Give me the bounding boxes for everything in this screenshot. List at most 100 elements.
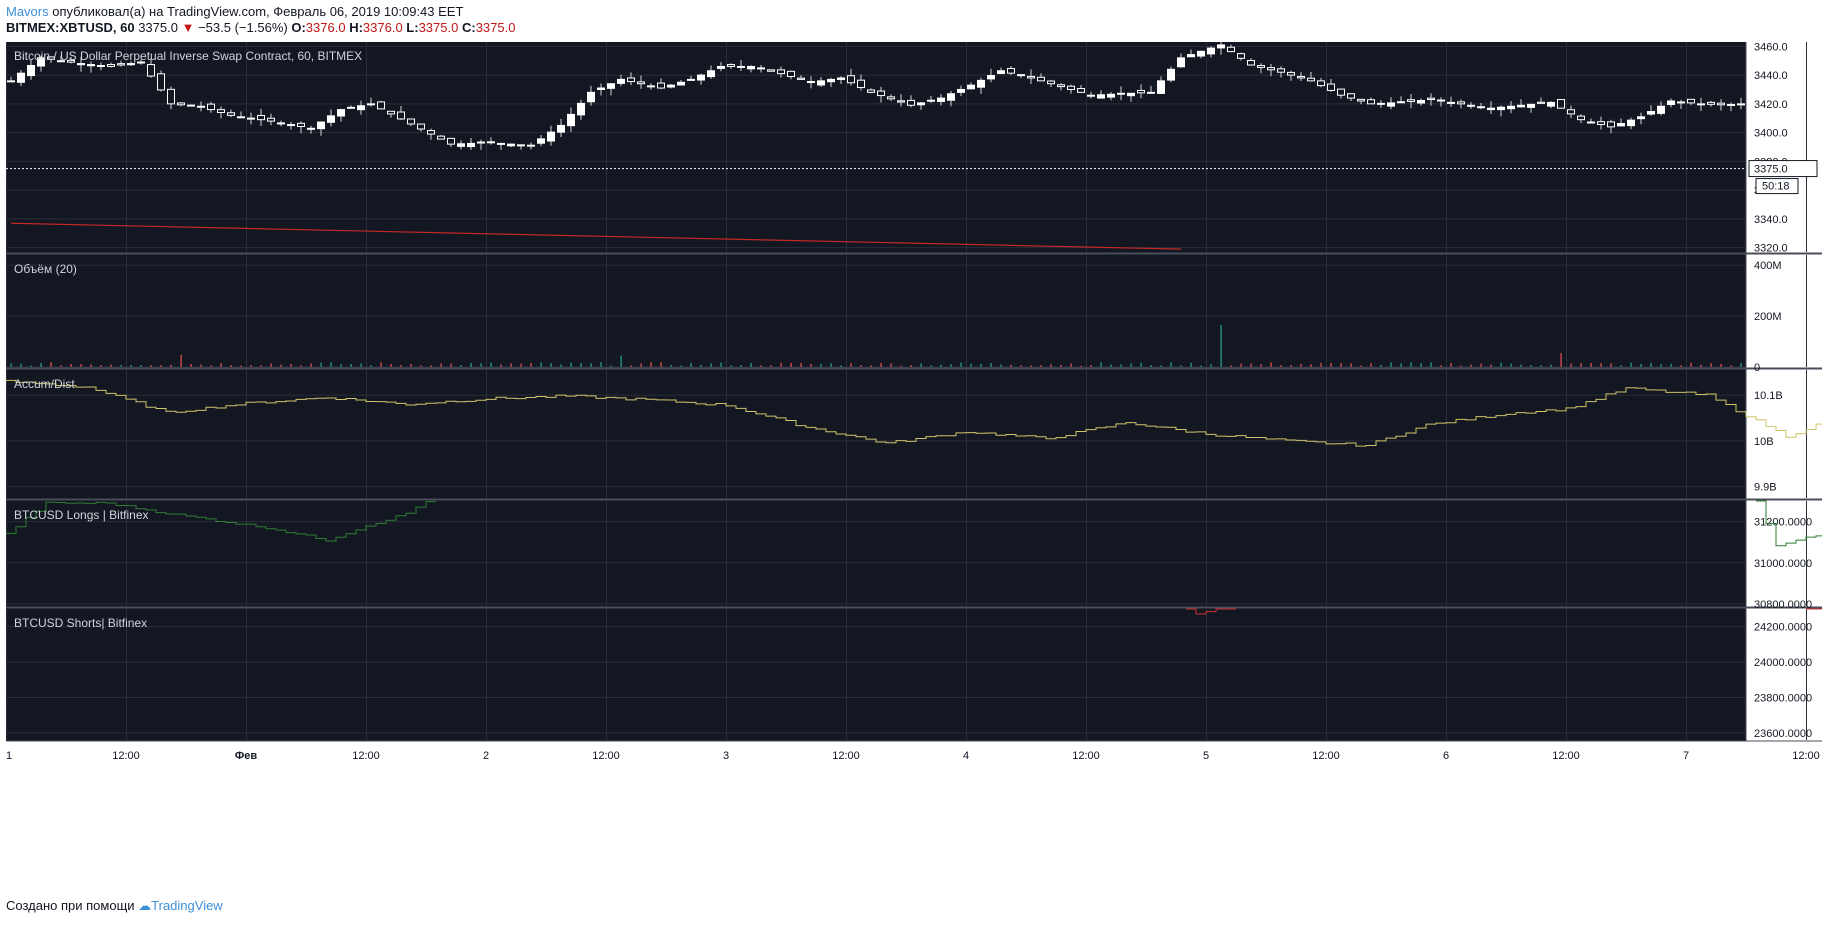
candle-body — [727, 64, 735, 67]
candle-body — [1417, 99, 1425, 104]
volume-bar — [1740, 362, 1742, 367]
volume-bar — [520, 363, 522, 367]
volume-bar — [70, 364, 72, 367]
candle-body — [197, 105, 205, 108]
volume-bar — [810, 364, 812, 367]
candle-body — [37, 57, 45, 67]
volume-bar — [1040, 365, 1042, 367]
price-tick-label: 400M — [1754, 260, 1782, 272]
author-link[interactable]: Mavors — [6, 4, 49, 19]
candle-body — [1537, 101, 1545, 104]
candle-body — [1177, 57, 1185, 68]
time-axis-background — [6, 741, 1822, 888]
last-price-badge — [1748, 160, 1818, 178]
volume-bar — [470, 362, 472, 367]
tradingview-brand[interactable]: TradingView — [151, 898, 223, 913]
candle-body — [1457, 101, 1465, 105]
candle-body — [1287, 71, 1295, 76]
candle-body — [1567, 109, 1575, 115]
candle-body — [1547, 101, 1555, 107]
candle-body — [1197, 50, 1205, 57]
volume-bar — [1210, 364, 1212, 367]
volume-bar — [490, 362, 492, 367]
candle-body — [1527, 103, 1535, 108]
candle-body — [27, 64, 35, 77]
footer-text: Создано при помощи — [6, 898, 135, 913]
candle-body — [1007, 68, 1015, 74]
candle-body — [967, 84, 975, 90]
countdown-badge-text: 50:18 — [1762, 181, 1790, 193]
candle-body — [857, 79, 865, 89]
symbol-label: BITMEX:XBTUSD, 60 — [6, 20, 135, 35]
volume-bar — [1250, 363, 1252, 367]
volume-bar — [350, 363, 352, 367]
volume-bar — [280, 364, 282, 367]
chart-area[interactable]: 1 12:00 Фев 12:00 2 12:00 3 12:00 4 12:00 5 12:00 6 1… — [6, 41, 1828, 893]
volume-bar — [980, 363, 982, 367]
price-tick-label: 23600.0000 — [1754, 728, 1812, 740]
volume-bar — [260, 365, 262, 367]
volume-bar — [1280, 365, 1282, 367]
low-value: 3375.0 — [418, 20, 459, 35]
candle-body — [527, 144, 535, 147]
candle-body — [1127, 92, 1135, 97]
candle-body — [1577, 115, 1585, 121]
volume-bar — [910, 365, 912, 367]
volume-bar — [950, 364, 952, 367]
volume-bar — [20, 363, 22, 367]
candle-body — [707, 70, 715, 78]
candle-body — [657, 82, 665, 89]
candle-body — [507, 143, 515, 147]
open-label: O: — [291, 20, 306, 35]
volume-bar — [110, 364, 112, 367]
time-tick-label: 7 — [1683, 750, 1689, 762]
candle-body — [787, 70, 795, 78]
volume-bar — [540, 362, 542, 367]
candle-body — [357, 105, 365, 111]
time-tick-label: 5 — [1203, 750, 1209, 762]
volume-bar — [420, 365, 422, 367]
price-tick-label: 10B — [1754, 436, 1774, 448]
candle-body — [1377, 102, 1385, 105]
volume-bar — [640, 363, 642, 367]
volume-bar — [60, 365, 62, 367]
candle-body — [287, 124, 295, 127]
volume-bar — [1610, 363, 1612, 367]
chart-svg[interactable]: 1 12:00 Фев 12:00 2 12:00 3 12:00 4 12:00 5 12:00 6 1… — [6, 41, 1828, 888]
price-tick-label: 31000.0000 — [1754, 558, 1812, 570]
candle-body — [907, 99, 915, 106]
candle-body — [1657, 105, 1665, 114]
volume-bar — [1150, 364, 1152, 367]
candle-body — [1507, 105, 1515, 110]
candle-body — [847, 75, 855, 84]
candle-body — [717, 65, 725, 69]
price-tick-label: 200M — [1754, 311, 1782, 323]
candle-body — [1247, 60, 1255, 66]
tradingview-logo-icon[interactable]: ☁ — [138, 898, 152, 913]
candle-body — [277, 122, 285, 125]
candle-body — [167, 88, 175, 105]
volume-bar — [1290, 365, 1292, 367]
indicator-line — [6, 501, 436, 542]
volume-bar — [220, 363, 222, 367]
volume-bar — [1460, 365, 1462, 367]
candle-body — [1157, 80, 1165, 94]
candle-body — [377, 101, 385, 110]
candle-body — [567, 113, 575, 127]
candle-body — [1427, 97, 1435, 101]
volume-bar — [900, 365, 902, 367]
volume-bar — [1390, 362, 1392, 367]
candle-body — [1557, 99, 1565, 109]
volume-bar — [1020, 365, 1022, 367]
indicator-line — [6, 379, 1828, 447]
time-tick-label: 12:00 — [112, 750, 140, 762]
candle-body — [177, 102, 185, 106]
volume-bar — [1220, 325, 1222, 367]
candle-body — [97, 64, 105, 67]
candle-body — [1467, 104, 1475, 107]
volume-bar — [700, 364, 702, 367]
volume-bar — [1270, 362, 1272, 367]
volume-bar — [1400, 363, 1402, 367]
price-tick-label: 3440.0 — [1754, 70, 1788, 82]
candle-body — [957, 88, 965, 93]
